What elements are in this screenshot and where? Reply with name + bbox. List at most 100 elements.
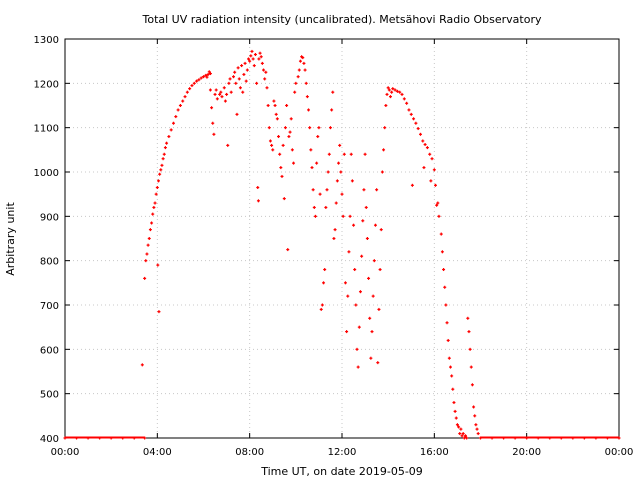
data-point: [263, 77, 267, 81]
data-point: [475, 427, 479, 431]
data-point: [334, 201, 338, 205]
data-point: [205, 75, 209, 79]
data-point: [447, 356, 451, 360]
x-tick-label: 12:00: [328, 447, 357, 458]
data-point: [163, 146, 167, 150]
data-point: [371, 294, 375, 298]
data-point: [452, 401, 456, 405]
data-point: [270, 143, 274, 147]
data-point: [319, 307, 323, 311]
data-point: [256, 186, 260, 190]
data-point: [422, 166, 426, 170]
data-point: [197, 78, 201, 82]
data-point: [235, 112, 239, 116]
data-point: [266, 104, 270, 107]
data-point: [435, 203, 439, 207]
data-point: [360, 254, 364, 258]
data-point: [443, 285, 447, 289]
data-point: [206, 72, 210, 76]
data-point: [337, 161, 341, 165]
data-point: [227, 81, 231, 85]
data-point: [309, 148, 313, 152]
data-point: [324, 205, 328, 209]
data-point: [156, 179, 160, 183]
data-point: [398, 90, 402, 94]
data-point: [339, 170, 343, 174]
data-point: [331, 90, 335, 94]
data-point: [171, 121, 175, 125]
data-point: [222, 86, 226, 90]
data-point: [293, 90, 297, 94]
data-point: [352, 223, 356, 227]
data-point: [273, 104, 277, 107]
data-point: [453, 409, 457, 413]
data-point: [294, 81, 298, 85]
data-point: [468, 347, 472, 351]
y-tick-label: 700: [40, 301, 59, 312]
data-point: [333, 228, 337, 232]
data-point: [308, 126, 312, 130]
data-point: [474, 423, 478, 427]
data-point: [280, 174, 284, 178]
data-point: [240, 64, 244, 68]
data-point: [330, 108, 334, 112]
data-point: [379, 228, 383, 232]
data-point: [249, 54, 253, 58]
data-point: [384, 104, 388, 107]
axis-ticks: 400 500 600 700 800 900 1000 1100 1200 1300 00:00 0…: [34, 35, 634, 458]
data-point: [428, 152, 432, 156]
data-point: [469, 365, 473, 369]
data-point: [143, 276, 147, 280]
data-point: [316, 135, 320, 139]
data-point: [383, 126, 387, 130]
data-point: [390, 90, 394, 94]
data-point: [238, 86, 242, 90]
data-point: [161, 157, 165, 161]
data-point: [423, 143, 427, 147]
data-point: [144, 259, 148, 263]
data-point: [258, 51, 262, 55]
data-point: [444, 303, 448, 307]
data-point: [470, 383, 474, 387]
data-point: [355, 347, 359, 351]
data-point: [302, 61, 306, 65]
data-point: [289, 117, 293, 121]
data-point: [307, 108, 311, 112]
data-point: [229, 90, 233, 94]
data-point: [220, 95, 224, 99]
data-point: [432, 168, 436, 172]
data-point: [365, 237, 369, 240]
data-point: [385, 92, 389, 96]
data-point: [185, 90, 189, 94]
data-point: [436, 201, 440, 205]
data-point: [264, 70, 268, 74]
data-point: [425, 146, 429, 150]
data-point: [298, 59, 302, 63]
data-point: [429, 179, 433, 183]
data-point: [445, 321, 449, 325]
data-point: [155, 186, 159, 190]
data-point: [318, 192, 322, 196]
data-point: [260, 61, 264, 65]
data-point: [457, 425, 461, 429]
data-point: [410, 183, 414, 187]
data-point: [288, 130, 292, 134]
data-point: [165, 141, 169, 145]
data-point: [349, 152, 353, 156]
data-point: [416, 127, 420, 131]
data-point: [361, 219, 365, 223]
data-point: [247, 57, 251, 61]
data-point: [283, 126, 287, 130]
data-point: [373, 223, 377, 227]
y-tick-label: 1200: [34, 79, 59, 90]
data-point: [341, 214, 345, 218]
data-point: [225, 92, 229, 96]
data-point: [204, 73, 208, 77]
data-point: [357, 325, 361, 329]
data-point: [256, 199, 260, 203]
data-point: [192, 81, 196, 85]
data-point: [253, 53, 257, 57]
data-point: [402, 97, 406, 101]
data-point: [207, 70, 211, 74]
